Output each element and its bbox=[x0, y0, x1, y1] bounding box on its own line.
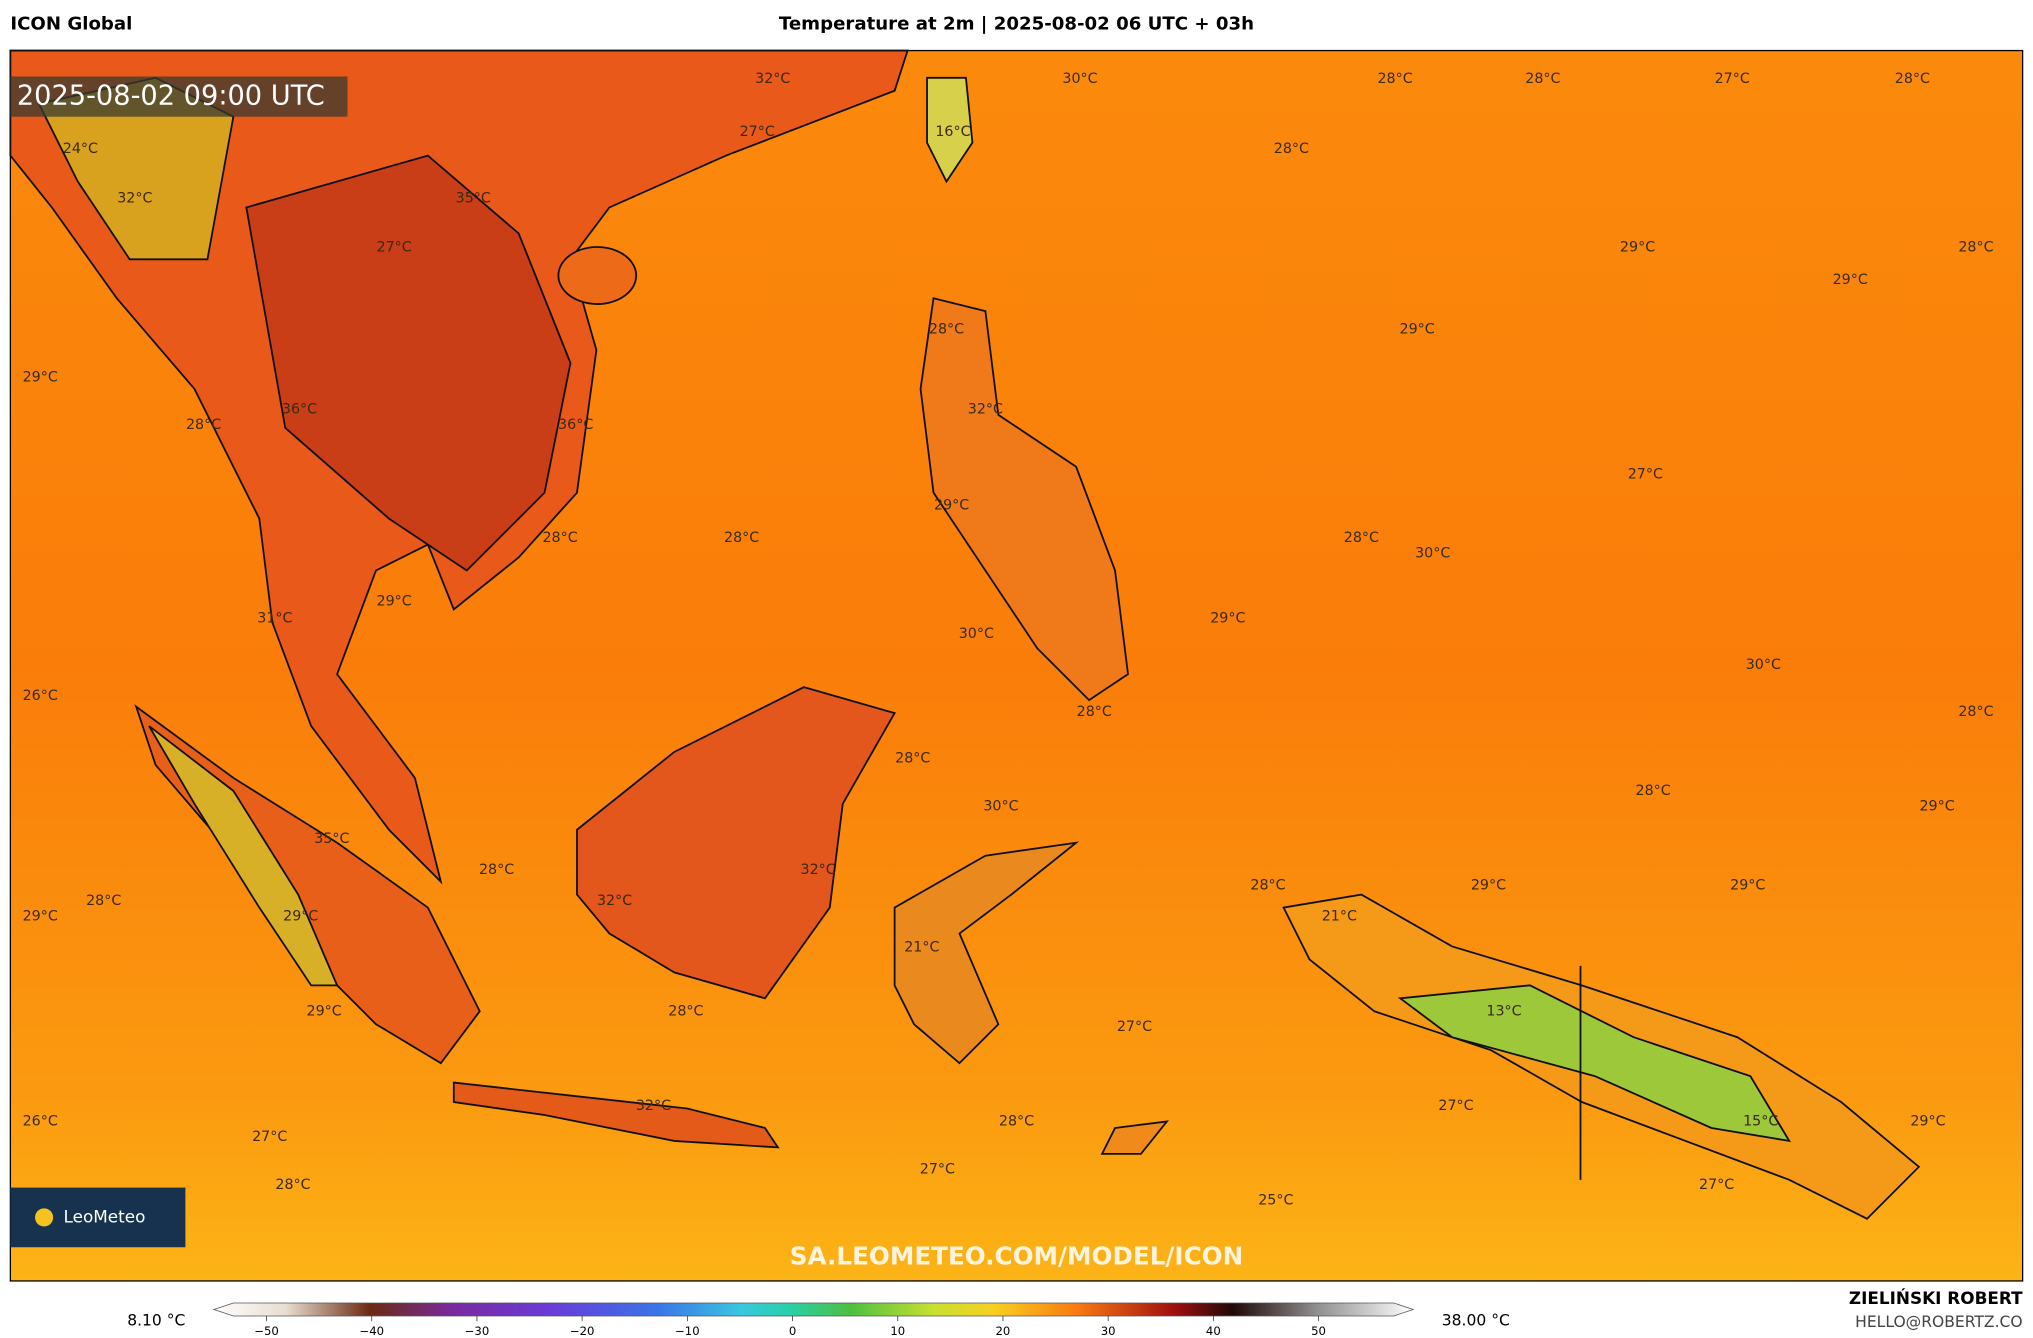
temperature-label: 26°C bbox=[23, 1113, 58, 1129]
temperature-label: 35°C bbox=[456, 190, 491, 206]
temperature-label: 27°C bbox=[920, 1161, 955, 1177]
temperature-label: 29°C bbox=[1910, 1113, 1945, 1129]
timestamp-box bbox=[10, 76, 348, 117]
temperature-label: 28°C bbox=[543, 530, 578, 546]
temperature-label: 21°C bbox=[1322, 909, 1357, 925]
colorbar-max: 38.00 °C bbox=[1442, 1312, 1510, 1330]
colorbar-tick-label: 50 bbox=[1311, 1324, 1326, 1338]
colorbar-bar bbox=[212, 1302, 1415, 1317]
temperature-label: 30°C bbox=[983, 798, 1018, 814]
temperature-label: 29°C bbox=[307, 1003, 342, 1019]
temperature-label: 29°C bbox=[1210, 610, 1245, 626]
temperature-label: 28°C bbox=[1344, 530, 1379, 546]
temperature-label: 28°C bbox=[479, 862, 514, 878]
temperature-label: 32°C bbox=[968, 402, 1003, 418]
temperature-label: 27°C bbox=[1699, 1177, 1734, 1193]
credit-name: ZIELIŃSKI ROBERT bbox=[1849, 1287, 2023, 1308]
temperature-label: 31°C bbox=[257, 610, 292, 626]
colorbar-min: 8.10 °C bbox=[127, 1312, 185, 1330]
temperature-label: 15°C bbox=[1743, 1113, 1778, 1129]
temperature-label: 29°C bbox=[1833, 272, 1868, 288]
temperature-label: 25°C bbox=[1258, 1193, 1293, 1209]
colorbar-tick-label: 30 bbox=[1101, 1324, 1116, 1338]
logo: LeoMeteo bbox=[64, 1206, 146, 1226]
temperature-label: 28°C bbox=[1274, 141, 1309, 157]
colorbar: −50 −40 −30 −20 −10 0 10 20 30 40 50 bbox=[212, 1302, 1415, 1338]
temperature-label: 24°C bbox=[63, 141, 98, 157]
colorbar-tick-label: −20 bbox=[570, 1324, 595, 1338]
temperature-label: 36°C bbox=[282, 402, 317, 418]
temperature-label: 35°C bbox=[314, 831, 349, 847]
app-name: ICON Global bbox=[10, 14, 132, 35]
colorbar-tick-label: 20 bbox=[996, 1324, 1011, 1338]
temperature-label: 30°C bbox=[1062, 71, 1097, 87]
temperature-label: 28°C bbox=[1077, 704, 1112, 720]
temperature-label: 30°C bbox=[1746, 657, 1781, 673]
colorbar-tick-label: 10 bbox=[890, 1324, 905, 1338]
watermark: SA.LEOMETEO.COM/MODEL/ICON bbox=[790, 1242, 1243, 1271]
colorbar-tick-label: −50 bbox=[254, 1324, 279, 1338]
temperature-label: 32°C bbox=[117, 190, 152, 206]
temperature-label: 32°C bbox=[801, 862, 836, 878]
temperature-label: 29°C bbox=[1400, 321, 1435, 337]
temperature-label: 28°C bbox=[668, 1003, 703, 1019]
temperature-label: 29°C bbox=[934, 498, 969, 514]
land bbox=[9, 49, 1921, 1220]
temperature-label: 28°C bbox=[1958, 704, 1993, 720]
temperature-label: 29°C bbox=[1471, 878, 1506, 894]
temperature-label: 28°C bbox=[275, 1177, 310, 1193]
temperature-label: 29°C bbox=[377, 594, 412, 610]
temperature-label: 13°C bbox=[1486, 1003, 1521, 1019]
temperature-label: 21°C bbox=[904, 940, 939, 956]
timestamp: 2025-08-02 09:00 UTC bbox=[17, 81, 325, 112]
temperature-label: 27°C bbox=[1628, 467, 1663, 483]
colorbar-tick-label: 40 bbox=[1206, 1324, 1221, 1338]
temperature-label: 32°C bbox=[636, 1098, 671, 1114]
temperature-label: 28°C bbox=[1250, 878, 1285, 894]
temperature-label: 28°C bbox=[186, 417, 221, 433]
temperature-label: 27°C bbox=[1117, 1019, 1152, 1035]
temperature-labels: 32°C 30°C 28°C 28°C 27°C 28°C 24°C 27°C 16°C 28°C… bbox=[23, 71, 1994, 1208]
temperature-label: 16°C bbox=[935, 124, 970, 140]
temperature-label: 29°C bbox=[23, 369, 58, 385]
temperature-label: 29°C bbox=[23, 909, 58, 925]
colorbar-tick-label: 0 bbox=[789, 1324, 796, 1338]
temperature-label: 36°C bbox=[558, 417, 593, 433]
temperature-label: 28°C bbox=[999, 1113, 1034, 1129]
temperature-label: 28°C bbox=[1958, 240, 1993, 256]
temperature-label: 29°C bbox=[1620, 240, 1655, 256]
temperature-label: 32°C bbox=[597, 893, 632, 909]
temperature-label: 28°C bbox=[724, 530, 759, 546]
title: Temperature at 2m | 2025-08-02 06 UTC + … bbox=[779, 14, 1254, 35]
temperature-label: 29°C bbox=[283, 909, 318, 925]
temperature-label: 28°C bbox=[86, 893, 121, 909]
temperature-label: 28°C bbox=[1377, 71, 1412, 87]
temperature-label: 28°C bbox=[1895, 71, 1930, 87]
colorbar-tick-label: −40 bbox=[359, 1324, 384, 1338]
temperature-label: 28°C bbox=[929, 321, 964, 337]
credit-email: HELLO@ROBERTZ.CO bbox=[1855, 1313, 2022, 1331]
temperature-label: 27°C bbox=[740, 124, 775, 140]
temperature-label: 30°C bbox=[959, 626, 994, 642]
temperature-label: 27°C bbox=[252, 1129, 287, 1145]
colorbar-tick-label: −10 bbox=[675, 1324, 700, 1338]
temperature-label: 27°C bbox=[377, 240, 412, 256]
temperature-label: 28°C bbox=[1525, 71, 1560, 87]
temperature-label: 26°C bbox=[23, 688, 58, 704]
temperature-label: 29°C bbox=[1730, 878, 1765, 894]
temperature-label: 27°C bbox=[1715, 71, 1750, 87]
temperature-label: 29°C bbox=[1919, 798, 1954, 814]
temperature-label: 28°C bbox=[895, 750, 930, 766]
temperature-label: 27°C bbox=[1438, 1098, 1473, 1114]
temperature-label: 28°C bbox=[1635, 783, 1670, 799]
temperature-label: 30°C bbox=[1415, 546, 1450, 562]
colorbar-tick-label: −30 bbox=[465, 1324, 490, 1338]
temperature-label: 32°C bbox=[755, 71, 790, 87]
logo-sun bbox=[35, 1208, 54, 1227]
